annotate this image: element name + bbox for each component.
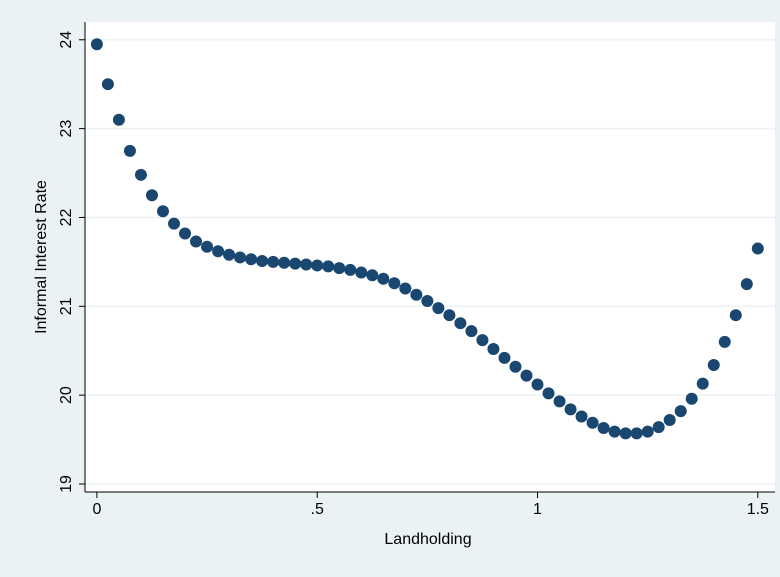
point bbox=[641, 425, 654, 438]
y-tick-label: 23 bbox=[58, 120, 75, 138]
point bbox=[608, 425, 621, 438]
point bbox=[156, 205, 169, 218]
point bbox=[498, 351, 511, 364]
point bbox=[740, 278, 753, 291]
point bbox=[267, 255, 280, 268]
point bbox=[278, 256, 291, 269]
point bbox=[366, 269, 379, 282]
point bbox=[575, 410, 588, 423]
y-tick-label: 19 bbox=[58, 475, 75, 493]
point bbox=[531, 378, 544, 391]
point bbox=[696, 377, 709, 390]
point bbox=[112, 113, 125, 126]
point bbox=[377, 272, 390, 285]
point bbox=[663, 414, 676, 427]
point bbox=[707, 358, 720, 371]
point bbox=[300, 258, 313, 271]
x-tick-label: 1 bbox=[533, 501, 542, 518]
point bbox=[101, 78, 114, 91]
point bbox=[399, 282, 412, 295]
y-tick-label: 22 bbox=[58, 208, 75, 226]
point bbox=[145, 189, 158, 202]
point bbox=[685, 392, 698, 405]
point bbox=[729, 309, 742, 322]
x-tick-label: .5 bbox=[311, 501, 324, 518]
point bbox=[168, 217, 181, 230]
point bbox=[322, 260, 335, 273]
plot-area bbox=[85, 22, 775, 492]
point bbox=[465, 325, 478, 338]
point bbox=[564, 403, 577, 416]
point bbox=[134, 168, 147, 181]
point bbox=[179, 227, 192, 240]
point bbox=[201, 240, 214, 253]
y-tick-label: 24 bbox=[58, 31, 75, 49]
point bbox=[718, 335, 731, 348]
point bbox=[487, 342, 500, 355]
point bbox=[520, 369, 533, 382]
point bbox=[289, 257, 302, 270]
point bbox=[432, 302, 445, 315]
point bbox=[586, 416, 599, 429]
point bbox=[542, 387, 555, 400]
point bbox=[355, 266, 368, 279]
point bbox=[223, 248, 236, 261]
point bbox=[454, 317, 467, 330]
point bbox=[190, 235, 203, 248]
y-tick-label: 21 bbox=[58, 297, 75, 315]
point bbox=[630, 427, 643, 440]
x-axis-title: Landholding bbox=[384, 531, 471, 548]
point bbox=[619, 427, 632, 440]
point bbox=[509, 360, 522, 373]
point bbox=[388, 277, 401, 290]
point bbox=[245, 253, 258, 266]
point bbox=[652, 421, 665, 434]
point bbox=[443, 309, 456, 322]
point bbox=[344, 263, 357, 276]
point bbox=[123, 144, 136, 157]
point bbox=[212, 245, 225, 258]
y-axis-title: Informal Interest Rate bbox=[33, 180, 50, 334]
x-tick-label: 0 bbox=[92, 501, 101, 518]
point bbox=[410, 288, 423, 301]
point bbox=[597, 422, 610, 435]
point bbox=[421, 294, 434, 307]
y-tick-label: 20 bbox=[58, 386, 75, 404]
point bbox=[90, 38, 103, 51]
point bbox=[476, 334, 489, 347]
point bbox=[674, 405, 687, 418]
point bbox=[311, 259, 324, 272]
point bbox=[751, 242, 764, 255]
point bbox=[553, 395, 566, 408]
point bbox=[256, 254, 269, 267]
point bbox=[333, 262, 346, 275]
point bbox=[234, 251, 247, 264]
x-tick-label: 1.5 bbox=[747, 501, 769, 518]
